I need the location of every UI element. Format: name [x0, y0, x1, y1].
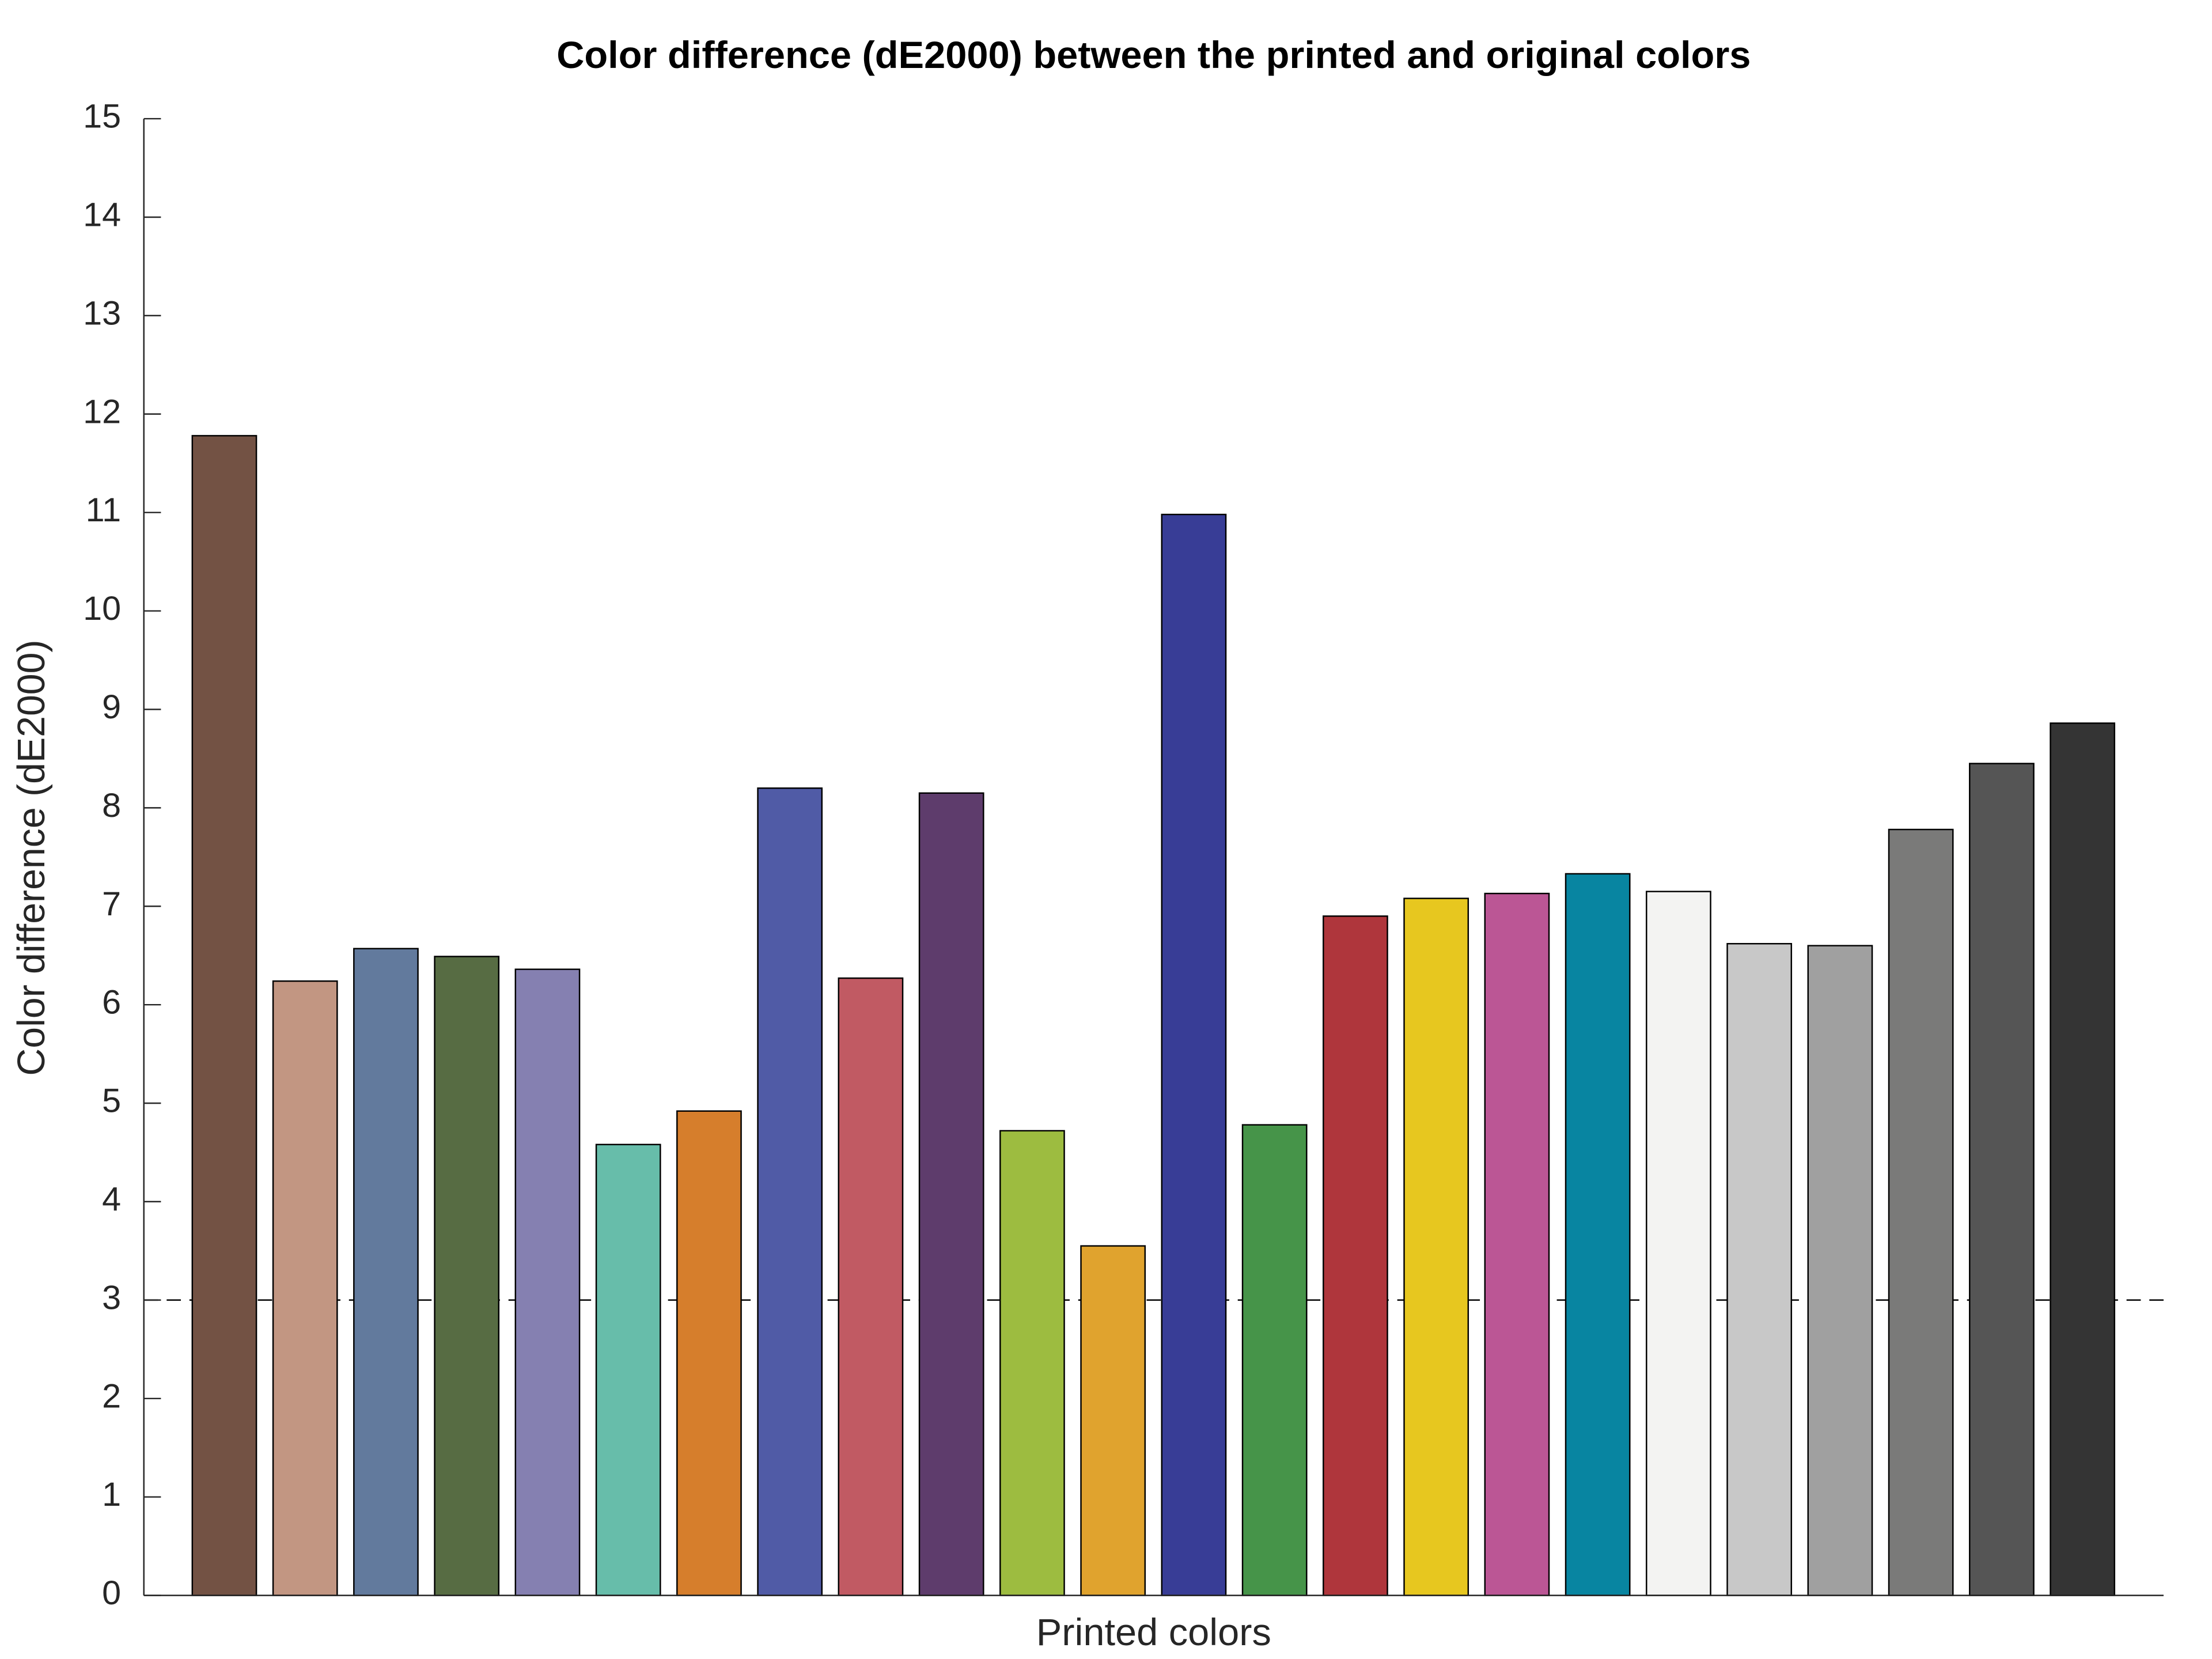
bar	[514, 968, 581, 1596]
y-axis-label: Color difference (dE2000)	[10, 640, 53, 1076]
y-tick-label: 4	[102, 1180, 121, 1218]
y-tick-label: 11	[86, 490, 122, 529]
bar	[595, 1143, 661, 1596]
bar	[272, 980, 338, 1596]
bar	[1646, 891, 1711, 1596]
y-tick-label: 14	[83, 195, 121, 234]
x-axis-label: Printed colors	[1036, 1611, 1271, 1654]
bar	[1323, 915, 1388, 1596]
y-tick-label: 15	[83, 97, 121, 135]
y-tick-label: 1	[102, 1475, 121, 1513]
y-tick-label: 6	[102, 983, 121, 1021]
bar	[191, 435, 257, 1596]
bar	[2050, 722, 2116, 1596]
y-tick-label: 12	[83, 392, 121, 431]
bar	[676, 1110, 742, 1596]
bar	[918, 792, 984, 1596]
y-tick-label: 9	[102, 687, 121, 726]
y-tick-label: 0	[102, 1573, 121, 1612]
bar	[838, 977, 904, 1596]
bar	[1403, 897, 1469, 1596]
bar	[1807, 945, 1873, 1596]
bar	[353, 948, 419, 1596]
y-tick-label: 2	[102, 1377, 121, 1415]
bar	[1726, 943, 1793, 1596]
bar	[1484, 892, 1550, 1596]
y-tick-label: 5	[102, 1081, 121, 1120]
y-tick-label: 7	[102, 884, 121, 923]
y-tick-label: 10	[83, 589, 121, 627]
chart-title: Color difference (dE2000) between the pr…	[556, 34, 1751, 77]
bar	[757, 787, 823, 1596]
bar	[1969, 763, 2035, 1596]
y-tick-label: 8	[102, 786, 121, 824]
bar	[1080, 1245, 1146, 1596]
bar	[1888, 828, 1954, 1596]
y-tick-label: 3	[102, 1278, 121, 1317]
bar	[1241, 1124, 1308, 1596]
bar	[434, 956, 500, 1596]
bar	[999, 1130, 1065, 1596]
y-tick-label: 13	[83, 294, 121, 332]
bar	[1161, 513, 1227, 1596]
bar	[1565, 873, 1631, 1596]
